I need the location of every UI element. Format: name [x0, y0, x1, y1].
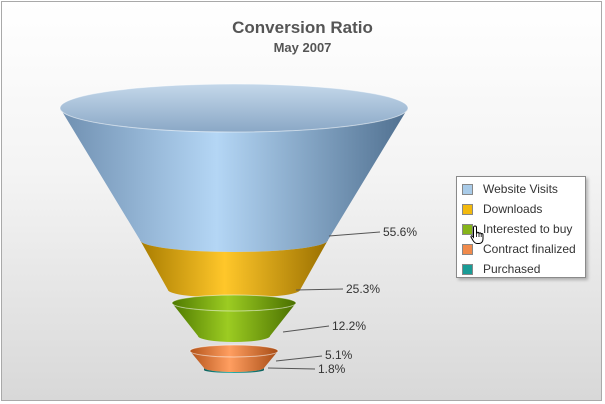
funnel-segment-website-visits[interactable] — [60, 108, 408, 252]
funnel-segment-top-website-visits — [59, 83, 409, 133]
data-label-leader — [275, 355, 323, 362]
legend-swatch — [462, 263, 473, 275]
chart-subtitle: May 2007 — [273, 40, 332, 55]
legend-swatch — [462, 183, 473, 195]
legend-label: Website Visits — [483, 182, 558, 196]
legend-label: Downloads — [483, 202, 543, 216]
data-label-contract-finalized: 5.1% — [325, 348, 353, 362]
data-label-leader — [267, 367, 316, 370]
hand-cursor-icon — [470, 225, 484, 244]
legend-item-purchased[interactable]: Purchased — [457, 259, 585, 279]
funnel-segment-purchased[interactable] — [204, 368, 264, 373]
data-label-leader — [295, 288, 344, 291]
legend-item-downloads[interactable]: Downloads — [457, 199, 585, 219]
data-label-website-visits: 55.6% — [383, 225, 417, 239]
funnel-segment-interested-to-buy[interactable] — [172, 303, 296, 342]
funnel-segment-downloads[interactable] — [140, 240, 328, 298]
legend-label: Interested to buy — [483, 222, 573, 236]
funnel-segment-top-contract-finalized — [189, 344, 279, 358]
legend-label: Contract finalized — [483, 242, 576, 256]
chart-title: Conversion Ratio — [232, 18, 373, 37]
legend-swatch — [462, 223, 473, 235]
data-label-purchased: 1.8% — [318, 362, 346, 376]
legend-label: Purchased — [483, 262, 541, 276]
data-label-interested-to-buy: 12.2% — [332, 319, 366, 333]
legend-item-website-visits[interactable]: Website Visits — [457, 179, 585, 199]
legend-swatch — [462, 243, 473, 255]
legend-item-contract-finalized[interactable]: Contract finalized — [457, 239, 585, 259]
legend-swatch — [462, 203, 473, 215]
data-label-leader — [328, 231, 381, 237]
data-label-leader — [282, 325, 330, 333]
data-label-downloads: 25.3% — [346, 282, 380, 296]
funnel-segment-top-interested-to-buy — [171, 294, 297, 312]
legend-item-interested-to-buy[interactable]: Interested to buy — [457, 219, 585, 239]
legend: Website Visits Downloads Interested to b… — [456, 176, 586, 278]
